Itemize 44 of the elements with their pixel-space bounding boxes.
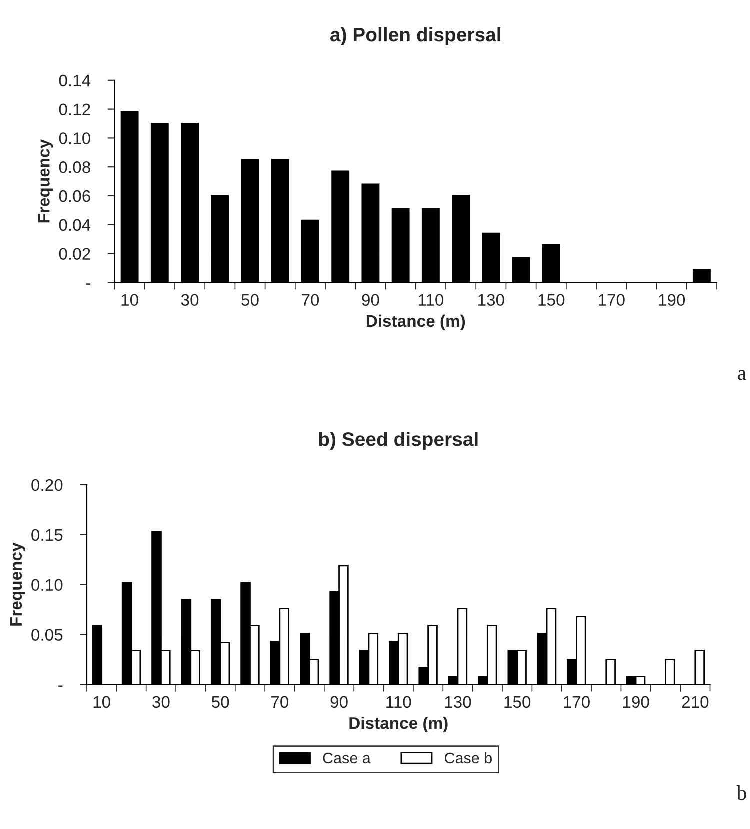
x-tick-label: 150 bbox=[538, 294, 565, 306]
x-tick-label: 170 bbox=[564, 696, 590, 708]
y-tick-label: 0.10 bbox=[32, 579, 63, 592]
x-tick-label: 190 bbox=[659, 294, 686, 306]
y-tick-label: 0.05 bbox=[32, 629, 63, 642]
x-tick-label: 210 bbox=[682, 696, 709, 708]
x-tick-label: 50 bbox=[212, 696, 230, 708]
y-tick-label: 0.14 bbox=[59, 74, 91, 87]
legend-label: Case b bbox=[444, 752, 492, 764]
y-tick-label: 0.12 bbox=[59, 104, 90, 116]
x-axis-title: Distance (m) bbox=[366, 314, 466, 330]
y-tick-label: 0.04 bbox=[59, 219, 91, 232]
x-tick-label: 110 bbox=[386, 696, 412, 708]
x-tick-label: 50 bbox=[242, 294, 259, 306]
x-tick-label: 190 bbox=[623, 696, 650, 708]
x-tick-label: 170 bbox=[598, 294, 625, 306]
y-tick-label: 0.10 bbox=[59, 132, 90, 144]
x-tick-label: 130 bbox=[478, 294, 504, 306]
x-tick-label: 70 bbox=[271, 696, 289, 708]
y-tick-label: 0.15 bbox=[32, 529, 63, 542]
x-tick-label: 10 bbox=[122, 294, 138, 306]
x-tick-label: 70 bbox=[302, 294, 320, 306]
x-tick-label: 150 bbox=[504, 696, 531, 708]
x-tick-label: 130 bbox=[445, 696, 472, 708]
chart-title: a) Pollen dispersal bbox=[330, 27, 500, 46]
y-axis-title: Frequency bbox=[10, 542, 26, 626]
x-tick-label: 110 bbox=[418, 294, 444, 306]
x-tick-label: 30 bbox=[152, 696, 170, 708]
x-tick-label: 10 bbox=[94, 696, 110, 708]
y-tick-label: 0.20 bbox=[32, 479, 63, 492]
x-axis-title: Distance (m) bbox=[350, 716, 448, 732]
y-tick-label: 0.06 bbox=[59, 190, 90, 202]
text: b bbox=[736, 786, 746, 800]
y-tick-label: 0.02 bbox=[59, 248, 90, 260]
x-tick-label: 90 bbox=[330, 696, 348, 708]
y-tick-label: - bbox=[86, 284, 90, 285]
x-tick-label: 30 bbox=[181, 294, 199, 306]
text: a bbox=[738, 370, 746, 380]
y-tick-label: 0.08 bbox=[59, 162, 90, 174]
y-axis-title: Frequency bbox=[38, 139, 54, 223]
x-tick-label: 90 bbox=[362, 294, 380, 306]
y-tick-label: - bbox=[58, 686, 63, 688]
legend-label: Case a bbox=[323, 752, 371, 764]
chart-title: b) Seed dispersal bbox=[319, 432, 478, 450]
